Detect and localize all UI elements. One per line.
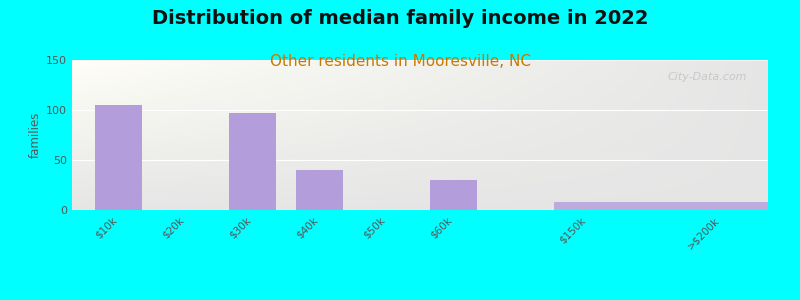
Bar bbox=[296, 170, 343, 210]
Bar bbox=[554, 202, 768, 210]
Text: City-Data.com: City-Data.com bbox=[668, 72, 747, 82]
Bar bbox=[95, 105, 142, 210]
Text: Distribution of median family income in 2022: Distribution of median family income in … bbox=[152, 9, 648, 28]
Text: Other residents in Mooresville, NC: Other residents in Mooresville, NC bbox=[270, 54, 530, 69]
Bar bbox=[230, 113, 276, 210]
Y-axis label: families: families bbox=[29, 112, 42, 158]
Bar bbox=[430, 180, 477, 210]
